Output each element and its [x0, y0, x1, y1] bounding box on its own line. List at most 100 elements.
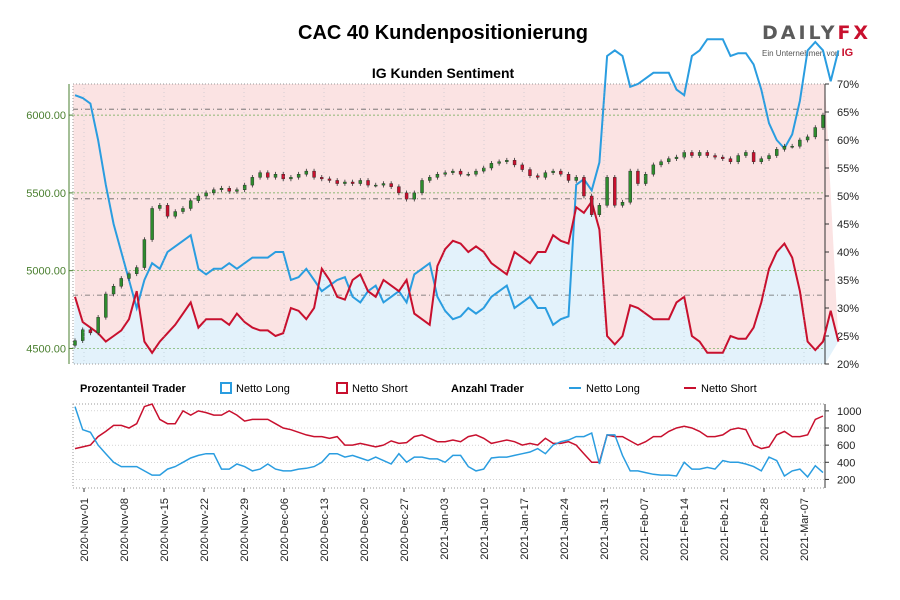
- candle-body: [273, 174, 278, 178]
- candle-body: [366, 180, 370, 186]
- candle-body: [104, 293, 108, 318]
- candle-body: [597, 205, 602, 215]
- percent-tick-label: 40%: [837, 247, 859, 259]
- candle-body: [613, 177, 617, 206]
- legend-short-count-label: Netto Short: [701, 383, 757, 395]
- legend-short-percent-swatch: [336, 382, 348, 394]
- net-long-percent-line: [74, 38, 840, 327]
- x-axis: 2020-Nov-01 2020-Nov-08 2020-Nov-15 2020-No…: [79, 84, 811, 562]
- candle-body: [528, 169, 532, 176]
- legend-percent-title: Prozentanteil Trader: [80, 383, 186, 395]
- candle-body: [775, 149, 779, 156]
- date-tick-label: 2020-Nov-15: [159, 498, 171, 562]
- percent-tick-label: 70%: [837, 79, 859, 91]
- candle-body: [559, 170, 563, 175]
- candle-body: [304, 170, 309, 175]
- chart-title: CAC 40 Kundenpositionierung: [298, 22, 588, 44]
- legend-count-title: Anzahl Trader: [451, 383, 524, 395]
- date-tick-label: 2021-Jan-10: [479, 498, 491, 560]
- net-short-percent-line: [74, 199, 840, 355]
- candle-body: [543, 172, 548, 178]
- candle-body: [412, 192, 416, 200]
- date-tick-label: 2021-Jan-31: [599, 498, 611, 560]
- date-tick-label: 2021-Mar-07: [799, 498, 811, 561]
- date-tick-label: 2020-Nov-01: [79, 498, 91, 562]
- candle-body: [111, 286, 116, 295]
- candle-body: [505, 160, 509, 162]
- date-tick-label: 2020-Dec-20: [359, 498, 371, 562]
- candle-body: [458, 170, 463, 175]
- candle-body: [165, 205, 170, 217]
- date-tick-label: 2020-Dec-13: [319, 498, 331, 562]
- percent-tick-label: 20%: [837, 359, 859, 371]
- candle-body: [158, 205, 162, 209]
- candle-body: [204, 192, 208, 197]
- net-short-count-line: [74, 403, 824, 464]
- candle-body: [443, 172, 447, 175]
- legend-short-percent-label: Netto Short: [352, 383, 408, 395]
- short-area-fill: [73, 84, 839, 353]
- subplot-title: IG Kunden Sentiment: [372, 65, 515, 81]
- logo-subline-text: Ein Unternehmen von: [762, 49, 840, 58]
- candle-body: [173, 211, 177, 217]
- logo-wordmark: DAILYFX: [762, 22, 871, 44]
- candle-body: [512, 160, 517, 166]
- candle-body: [381, 183, 386, 186]
- candle-body: [690, 152, 694, 156]
- candle-body: [674, 156, 679, 159]
- candle-body: [119, 278, 123, 287]
- candle-body: [605, 177, 609, 206]
- count-tick-label: 1000: [837, 406, 861, 418]
- count-tick-label: 800: [837, 423, 855, 435]
- candle-body: [466, 174, 470, 176]
- candle-body: [667, 158, 671, 162]
- candle-body: [451, 170, 455, 173]
- candle-body: [327, 178, 332, 181]
- candle-body: [212, 189, 216, 194]
- candle-body: [582, 177, 586, 197]
- candle-body: [404, 192, 409, 200]
- count-tick-label: 200: [837, 474, 855, 486]
- legend-long-percent-swatch: [220, 382, 232, 394]
- candle-body: [343, 181, 347, 184]
- percent-tick-label: 65%: [837, 107, 859, 119]
- candle-body: [389, 183, 393, 187]
- candle-body: [790, 146, 794, 148]
- candle-body: [728, 158, 733, 162]
- candle-body: [188, 200, 193, 209]
- date-tick-label: 2021-Feb-14: [679, 498, 691, 561]
- candle-body: [744, 152, 748, 156]
- candle-body: [281, 174, 285, 180]
- candle-body: [227, 188, 231, 192]
- candle-body: [420, 180, 424, 194]
- candle-body: [196, 195, 201, 201]
- date-tick-label: 2021-Feb-21: [719, 498, 731, 561]
- candle-body: [219, 188, 224, 190]
- candle-body: [713, 155, 717, 158]
- candle-body: [374, 184, 378, 187]
- logo-ig-mark: IG: [841, 47, 854, 59]
- logo-word-fx: FX: [837, 22, 872, 44]
- date-tick-label: 2020-Dec-27: [399, 498, 411, 562]
- date-tick-label: 2020-Nov-08: [119, 498, 131, 562]
- count-tick-label: 600: [837, 440, 855, 452]
- candle-body: [489, 163, 494, 169]
- net-long-count-line: [74, 406, 824, 479]
- candle-body: [296, 174, 301, 178]
- candle-body: [127, 273, 131, 279]
- date-tick-label: 2021-Jan-24: [559, 498, 571, 560]
- candle-body: [181, 208, 185, 212]
- legend: Prozentanteil Trader Netto Long Netto Shor…: [80, 382, 757, 395]
- candle-body: [96, 317, 100, 334]
- candle-body: [620, 202, 625, 206]
- candle-body: [782, 146, 787, 150]
- lower-plot-frame: [72, 403, 826, 489]
- candle-body: [142, 239, 147, 268]
- candle-body: [813, 127, 817, 138]
- candle-body: [589, 195, 594, 215]
- candle-body: [81, 329, 85, 341]
- candle-body: [397, 186, 401, 194]
- main-panel: 6000.00 5500.00 5000.00 4500.00 70% 65% 60% 55%…: [26, 38, 859, 371]
- candle-body: [566, 174, 571, 181]
